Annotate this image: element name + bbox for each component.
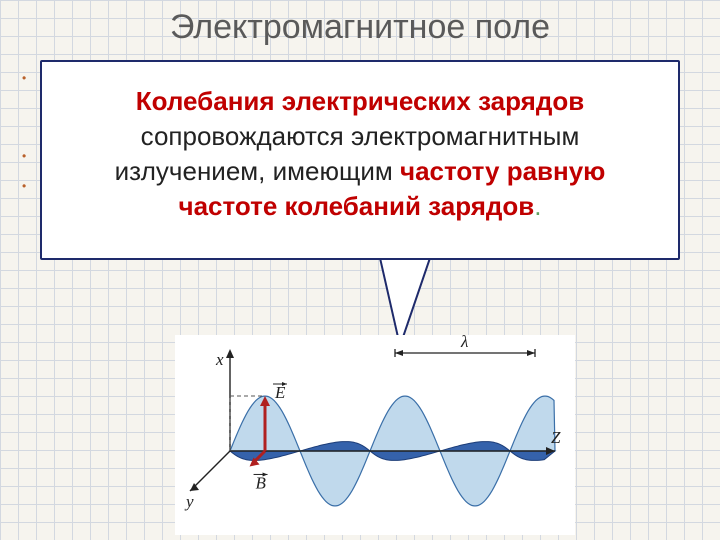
svg-text:Z: Z <box>551 428 561 447</box>
callout-line3b: частоту равную <box>400 156 605 186</box>
svg-text:y: y <box>184 492 194 511</box>
callout-line1: Колебания электрических зарядов <box>136 86 584 116</box>
callout-line4: частоте колебаний зарядов <box>178 191 534 221</box>
svg-text:λ: λ <box>460 335 468 351</box>
callout-line3a: излучением, имеющим <box>115 156 400 186</box>
svg-text:E: E <box>274 383 286 402</box>
callout-box: Колебания электрических зарядов сопровож… <box>40 60 680 260</box>
callout-line2: сопровождаются электромагнитным <box>141 121 580 151</box>
svg-text:x: x <box>215 350 224 369</box>
callout-line4-tail: . <box>534 191 541 221</box>
em-wave-figure: x y Z E Bλ <box>175 335 575 535</box>
svg-text:B: B <box>256 473 267 492</box>
em-wave-svg: x y Z E Bλ <box>175 335 575 535</box>
slide-stage: Электромагнитное поле • • • Колебания эл… <box>0 0 720 540</box>
